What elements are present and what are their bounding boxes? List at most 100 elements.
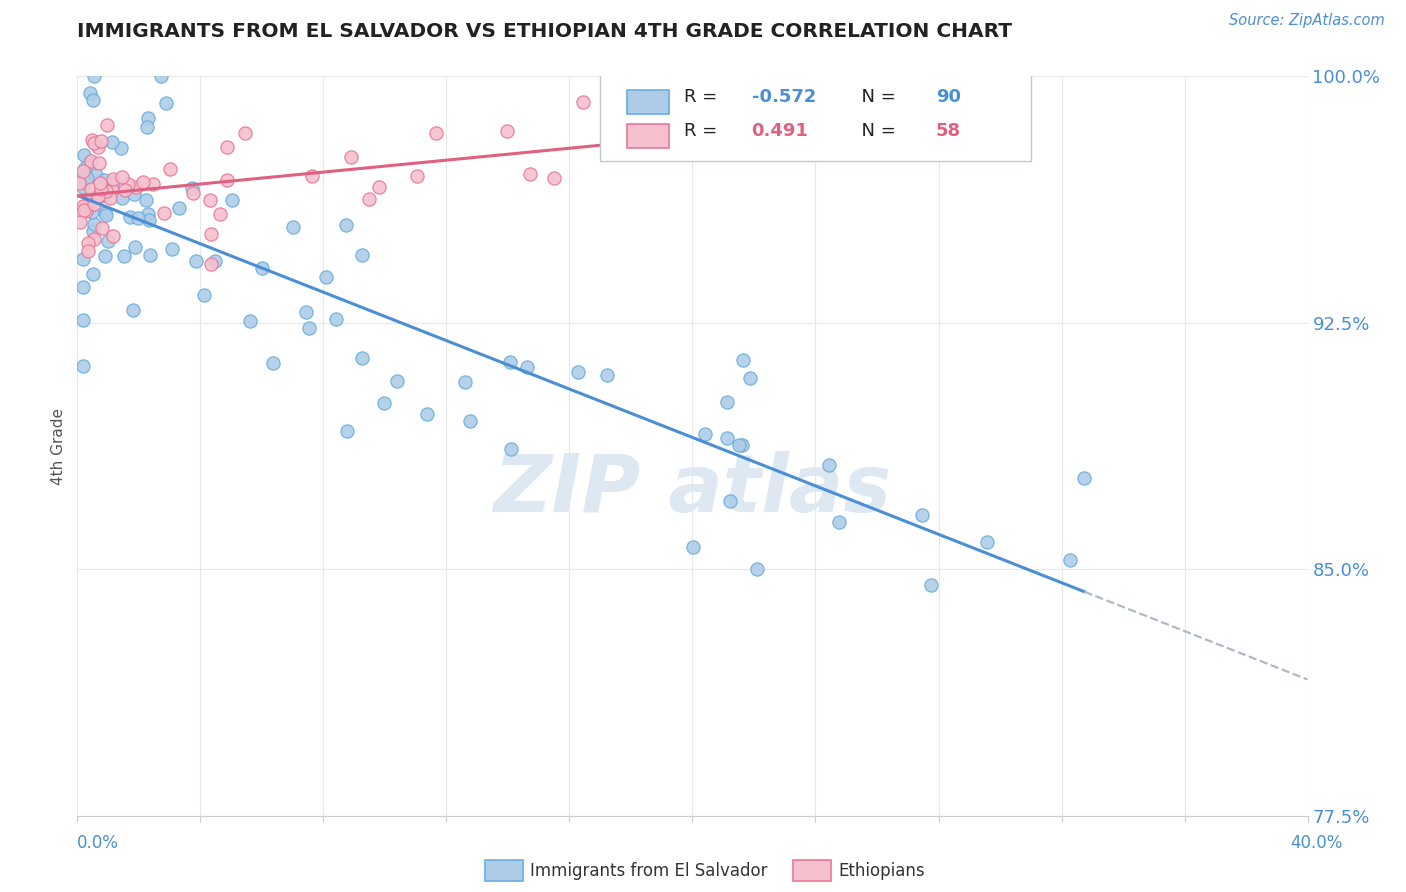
- Point: [83, 136, 105, 150]
- Point: [295, 304, 318, 318]
- Point: [72, 279, 94, 293]
- Text: N =: N =: [851, 122, 901, 140]
- Text: Source: ZipAtlas.com: Source: ZipAtlas.com: [1229, 13, 1385, 29]
- Point: [90, 134, 112, 148]
- Point: [976, 534, 998, 549]
- Point: [149, 69, 172, 83]
- Point: [83, 232, 105, 246]
- Point: [69, 202, 91, 217]
- Point: [828, 515, 851, 529]
- Point: [75, 161, 97, 175]
- Point: [110, 141, 132, 155]
- Point: [281, 219, 304, 234]
- Point: [645, 131, 668, 145]
- Point: [90, 182, 112, 196]
- Point: [89, 176, 111, 190]
- Point: [98, 191, 121, 205]
- Point: [352, 351, 374, 366]
- Point: [76, 244, 98, 258]
- Point: [96, 185, 118, 199]
- Point: [682, 540, 704, 554]
- Point: [82, 267, 104, 281]
- Point: [204, 254, 226, 268]
- Point: [94, 248, 117, 262]
- Text: Ethiopians: Ethiopians: [838, 862, 925, 880]
- Point: [325, 312, 347, 326]
- Point: [82, 93, 104, 107]
- Point: [112, 249, 135, 263]
- FancyBboxPatch shape: [627, 124, 669, 148]
- Point: [79, 192, 101, 206]
- Point: [72, 199, 94, 213]
- Point: [208, 207, 231, 221]
- Point: [101, 171, 124, 186]
- Point: [76, 171, 98, 186]
- Point: [67, 176, 90, 190]
- Point: [84, 168, 107, 182]
- Point: [340, 150, 363, 164]
- Point: [160, 242, 183, 256]
- Point: [93, 188, 115, 202]
- Point: [79, 87, 101, 101]
- Point: [121, 302, 143, 317]
- Point: [315, 270, 337, 285]
- Point: [97, 234, 120, 248]
- Point: [567, 365, 589, 379]
- Point: [94, 206, 117, 220]
- Point: [217, 173, 239, 187]
- Point: [367, 179, 389, 194]
- Point: [718, 494, 741, 508]
- Point: [87, 188, 110, 202]
- Point: [117, 178, 139, 192]
- Point: [87, 156, 110, 170]
- Point: [596, 368, 619, 383]
- Point: [693, 426, 716, 441]
- Point: [101, 183, 124, 197]
- Point: [181, 181, 204, 195]
- Point: [122, 187, 145, 202]
- Point: [82, 224, 104, 238]
- Point: [1059, 553, 1081, 567]
- Point: [672, 134, 695, 148]
- Point: [124, 240, 146, 254]
- Point: [167, 202, 190, 216]
- Point: [111, 170, 134, 185]
- Point: [96, 118, 118, 132]
- Point: [572, 95, 595, 110]
- Point: [77, 236, 100, 251]
- Point: [239, 314, 262, 328]
- Point: [87, 140, 110, 154]
- Text: 0.491: 0.491: [752, 122, 808, 140]
- Point: [193, 288, 215, 302]
- Point: [221, 193, 243, 207]
- Point: [111, 191, 134, 205]
- Point: [135, 193, 157, 207]
- Point: [731, 438, 754, 452]
- Point: [352, 248, 374, 262]
- Point: [1073, 470, 1095, 484]
- Point: [716, 394, 738, 409]
- Point: [250, 260, 273, 275]
- Point: [184, 253, 207, 268]
- Point: [72, 359, 94, 373]
- Point: [91, 221, 114, 235]
- Point: [80, 205, 103, 219]
- Point: [83, 69, 105, 83]
- Point: [72, 163, 94, 178]
- Point: [359, 192, 381, 206]
- Point: [103, 175, 125, 189]
- Point: [83, 217, 105, 231]
- Point: [731, 352, 754, 367]
- Point: [679, 119, 702, 133]
- Point: [75, 200, 97, 214]
- Point: [127, 211, 149, 225]
- Point: [72, 312, 94, 326]
- Text: 0.0%: 0.0%: [77, 834, 120, 852]
- Text: N =: N =: [851, 88, 901, 106]
- Point: [139, 248, 162, 262]
- Point: [136, 207, 159, 221]
- Point: [233, 127, 256, 141]
- Point: [425, 126, 447, 140]
- Point: [385, 375, 408, 389]
- Text: IMMIGRANTS FROM EL SALVADOR VS ETHIOPIAN 4TH GRADE CORRELATION CHART: IMMIGRANTS FROM EL SALVADOR VS ETHIOPIAN…: [77, 22, 1012, 41]
